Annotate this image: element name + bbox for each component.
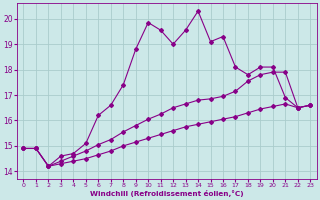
X-axis label: Windchill (Refroidissement éolien,°C): Windchill (Refroidissement éolien,°C) (90, 190, 244, 197)
